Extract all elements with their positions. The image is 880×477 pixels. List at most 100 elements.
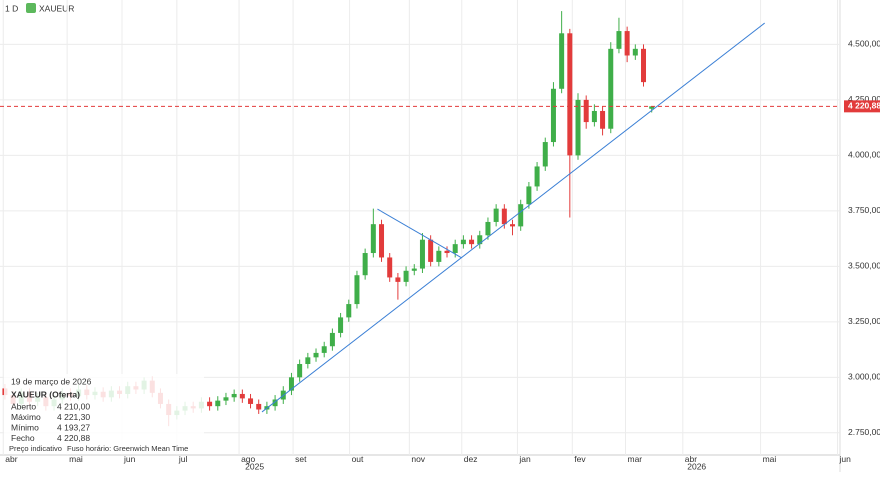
info-key: Aberto xyxy=(11,401,36,411)
info-value: 4 220,88 xyxy=(57,433,90,443)
candle-body xyxy=(223,397,229,401)
candle-body xyxy=(493,208,499,222)
candle-body xyxy=(321,346,327,353)
y-tick-label: 3.750,00 xyxy=(848,205,880,215)
info-background xyxy=(4,374,204,454)
y-tick-label: 3.000,00 xyxy=(848,372,880,382)
candle-body xyxy=(362,253,368,276)
y-tick-label: 3.250,00 xyxy=(848,316,880,326)
symbol: XAUEUR xyxy=(39,3,74,13)
candle-body xyxy=(559,33,565,89)
candle-body xyxy=(379,224,385,258)
x-tick-label: nov xyxy=(411,454,425,464)
candle-body xyxy=(469,239,475,245)
candle-body xyxy=(608,48,614,129)
candle-body xyxy=(313,352,319,358)
candle-body xyxy=(534,166,540,187)
candle-body xyxy=(452,244,458,254)
candle-body xyxy=(583,99,589,123)
candle-body xyxy=(542,142,548,167)
candle-body xyxy=(444,250,450,254)
candle-body xyxy=(403,270,409,282)
y-tick-label: 4.250,00 xyxy=(848,94,880,104)
candle-body xyxy=(215,400,221,407)
candle-body xyxy=(526,186,532,205)
x-tick-label: abr xyxy=(5,454,17,464)
candle-body xyxy=(567,33,573,156)
candle-body xyxy=(477,235,483,245)
candle-body xyxy=(346,304,352,318)
info-value: 4 221,30 xyxy=(57,412,90,422)
current-price-label: 4 220,88 xyxy=(848,101,880,111)
x-tick-label: out xyxy=(352,454,364,464)
candle-body xyxy=(436,250,442,262)
symbol-icon xyxy=(26,3,36,13)
x-tick-label: mai xyxy=(763,454,777,464)
candle-body xyxy=(591,110,597,123)
candle-body xyxy=(288,377,294,391)
candle-body xyxy=(649,106,655,109)
current-price-box xyxy=(844,100,880,113)
candle-body xyxy=(616,31,622,49)
info-date: 19 de março de 2026 xyxy=(11,376,92,386)
y-tick-label: 4.500,00 xyxy=(848,39,880,49)
trendline xyxy=(261,22,765,413)
x-tick-label: fev xyxy=(574,454,586,464)
info-key: Fecho xyxy=(11,433,35,443)
info-box: 19 de março de 2026 XAUEUR (Oferta) Aberto… xyxy=(4,374,204,454)
candle-body xyxy=(641,48,647,83)
candle-body xyxy=(305,357,311,364)
candle-body xyxy=(338,317,344,333)
x-tick-label: ago xyxy=(241,454,255,464)
candle-body xyxy=(329,332,335,347)
info-value: 4 193,27 xyxy=(57,422,90,432)
candle-body xyxy=(354,275,360,305)
x-tick-label: dez xyxy=(464,454,478,464)
candle-body xyxy=(207,401,213,407)
candle-body xyxy=(460,239,466,245)
info-title: XAUEUR (Oferta) xyxy=(11,389,80,399)
interval: 1 D xyxy=(5,3,18,13)
candle-body xyxy=(387,257,393,278)
candle-body xyxy=(239,393,245,399)
candle-body xyxy=(411,268,417,271)
info-key: Mínimo xyxy=(11,422,39,432)
candle-body xyxy=(395,277,401,282)
candle-body xyxy=(231,393,237,398)
year-label: 2026 xyxy=(687,461,706,471)
x-tick-label: mar xyxy=(627,454,642,464)
y-tick-label: 3.500,00 xyxy=(848,261,880,271)
x-tick-label: set xyxy=(295,454,307,464)
candle-body xyxy=(248,398,254,404)
x-tick-label: jul xyxy=(178,454,188,464)
candle-body xyxy=(518,204,524,227)
x-tick-label: jan xyxy=(518,454,531,464)
info-key: Máximo xyxy=(11,412,41,422)
candle-body xyxy=(419,239,425,269)
x-tick-label: abr xyxy=(685,454,697,464)
candle-body xyxy=(428,239,434,262)
candle-body xyxy=(297,364,303,378)
candle-body xyxy=(501,208,507,225)
candle-body xyxy=(600,110,606,129)
info-value: 4 210,00 xyxy=(57,401,90,411)
candle-body xyxy=(510,224,516,227)
candle-body xyxy=(485,221,491,236)
candle-body xyxy=(575,99,581,156)
candle-body xyxy=(370,224,376,254)
trendline xyxy=(377,208,463,259)
x-tick-label: jun xyxy=(839,454,852,464)
year-label: 2025 xyxy=(245,461,264,471)
candle-body xyxy=(550,88,556,143)
candle-body xyxy=(632,48,638,56)
candle-body xyxy=(256,403,262,410)
info-footer: Preço indicativo xyxy=(9,444,62,453)
x-tick-label: mai xyxy=(69,454,83,464)
x-tick-label: jun xyxy=(123,454,136,464)
candle-body xyxy=(272,399,278,407)
y-tick-label: 2.750,00 xyxy=(848,427,880,437)
info-footer: Fuso horário: Greenwich Mean Time xyxy=(67,444,188,453)
candle-body xyxy=(624,31,630,56)
y-tick-label: 4.000,00 xyxy=(848,150,880,160)
